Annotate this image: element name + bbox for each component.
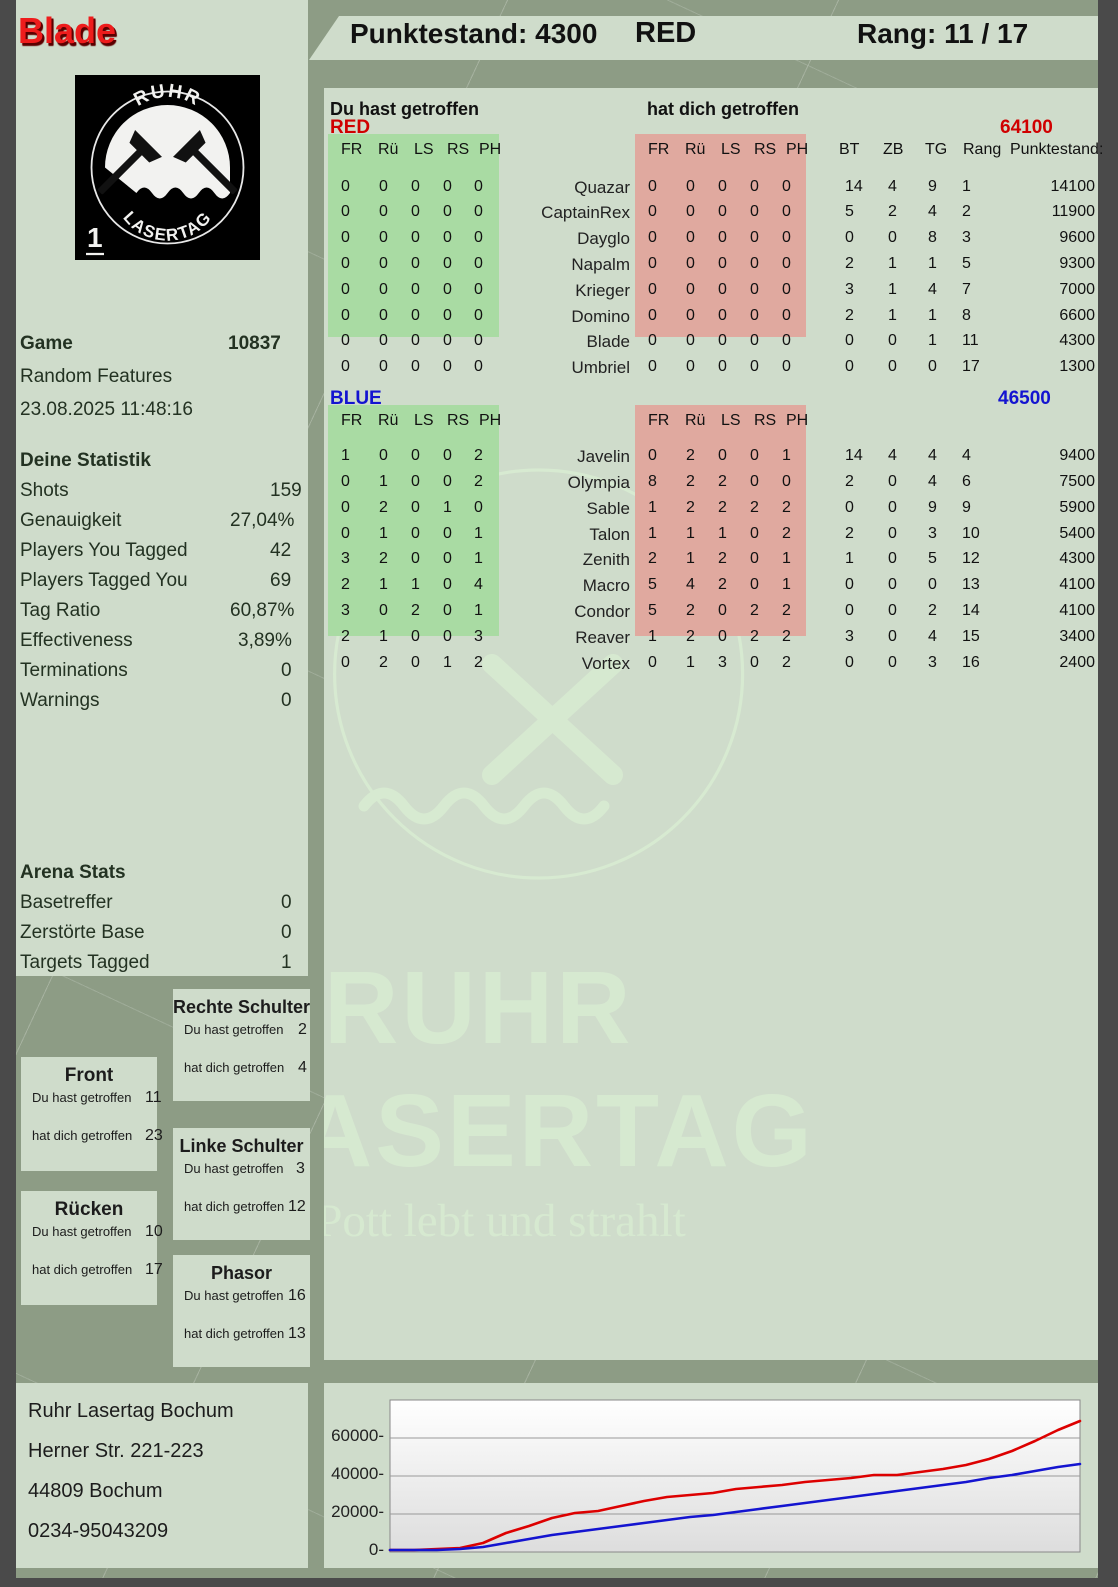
svg-text:Der Pott lebt und strahlt: Der Pott lebt und strahlt: [324, 1195, 686, 1247]
svg-text:20000-: 20000-: [331, 1502, 384, 1521]
svg-text:RUHR: RUHR: [324, 950, 634, 1065]
svg-text:60000-: 60000-: [331, 1426, 384, 1445]
svg-text:1: 1: [87, 222, 103, 253]
svg-text:0-: 0-: [369, 1540, 384, 1559]
svg-text:LASERTAG: LASERTAG: [324, 1073, 815, 1188]
svg-text:LASERTAG: LASERTAG: [120, 208, 216, 245]
svg-text:40000-: 40000-: [331, 1464, 384, 1483]
